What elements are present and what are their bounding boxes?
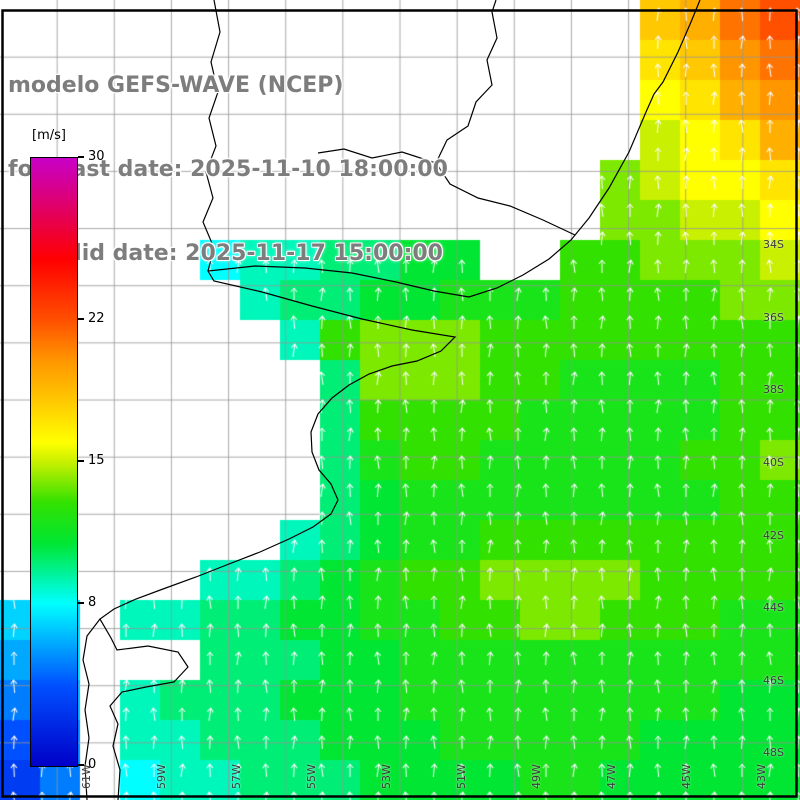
colorbar-tick-label: 0 [88, 757, 97, 772]
colorbar-tick-label: 15 [88, 453, 105, 468]
coastline-path [202, 0, 221, 272]
map-frame [1, 9, 798, 798]
coastline-path [435, 0, 576, 236]
colorbar-tick-label: 30 [88, 149, 105, 164]
colorbar-tick-mark [78, 318, 84, 321]
colorbar-tick-mark [78, 156, 84, 158]
colorbar-gradient [30, 157, 78, 767]
colorbar-tick-label: 8 [88, 594, 97, 610]
colorbar-tick-mark [78, 764, 84, 766]
colorbar-tick-mark [78, 601, 84, 604]
coastline-path [317, 148, 437, 164]
colorbar-tick-label: 22 [88, 311, 105, 327]
chart-header: modelo GEFS-WAVE (NCEP) forecast date: 2… [8, 16, 448, 324]
colorbar-unit-label: [m/s] [32, 128, 66, 143]
colorbar: [m/s] 30 22 15 8 0 [30, 128, 160, 788]
coastline-group [82, 0, 701, 800]
coastline-path [82, 618, 101, 800]
model-title: modelo GEFS-WAVE (NCEP) [8, 73, 344, 98]
colorbar-tick-mark [78, 460, 84, 462]
coastline-path [99, 0, 701, 800]
